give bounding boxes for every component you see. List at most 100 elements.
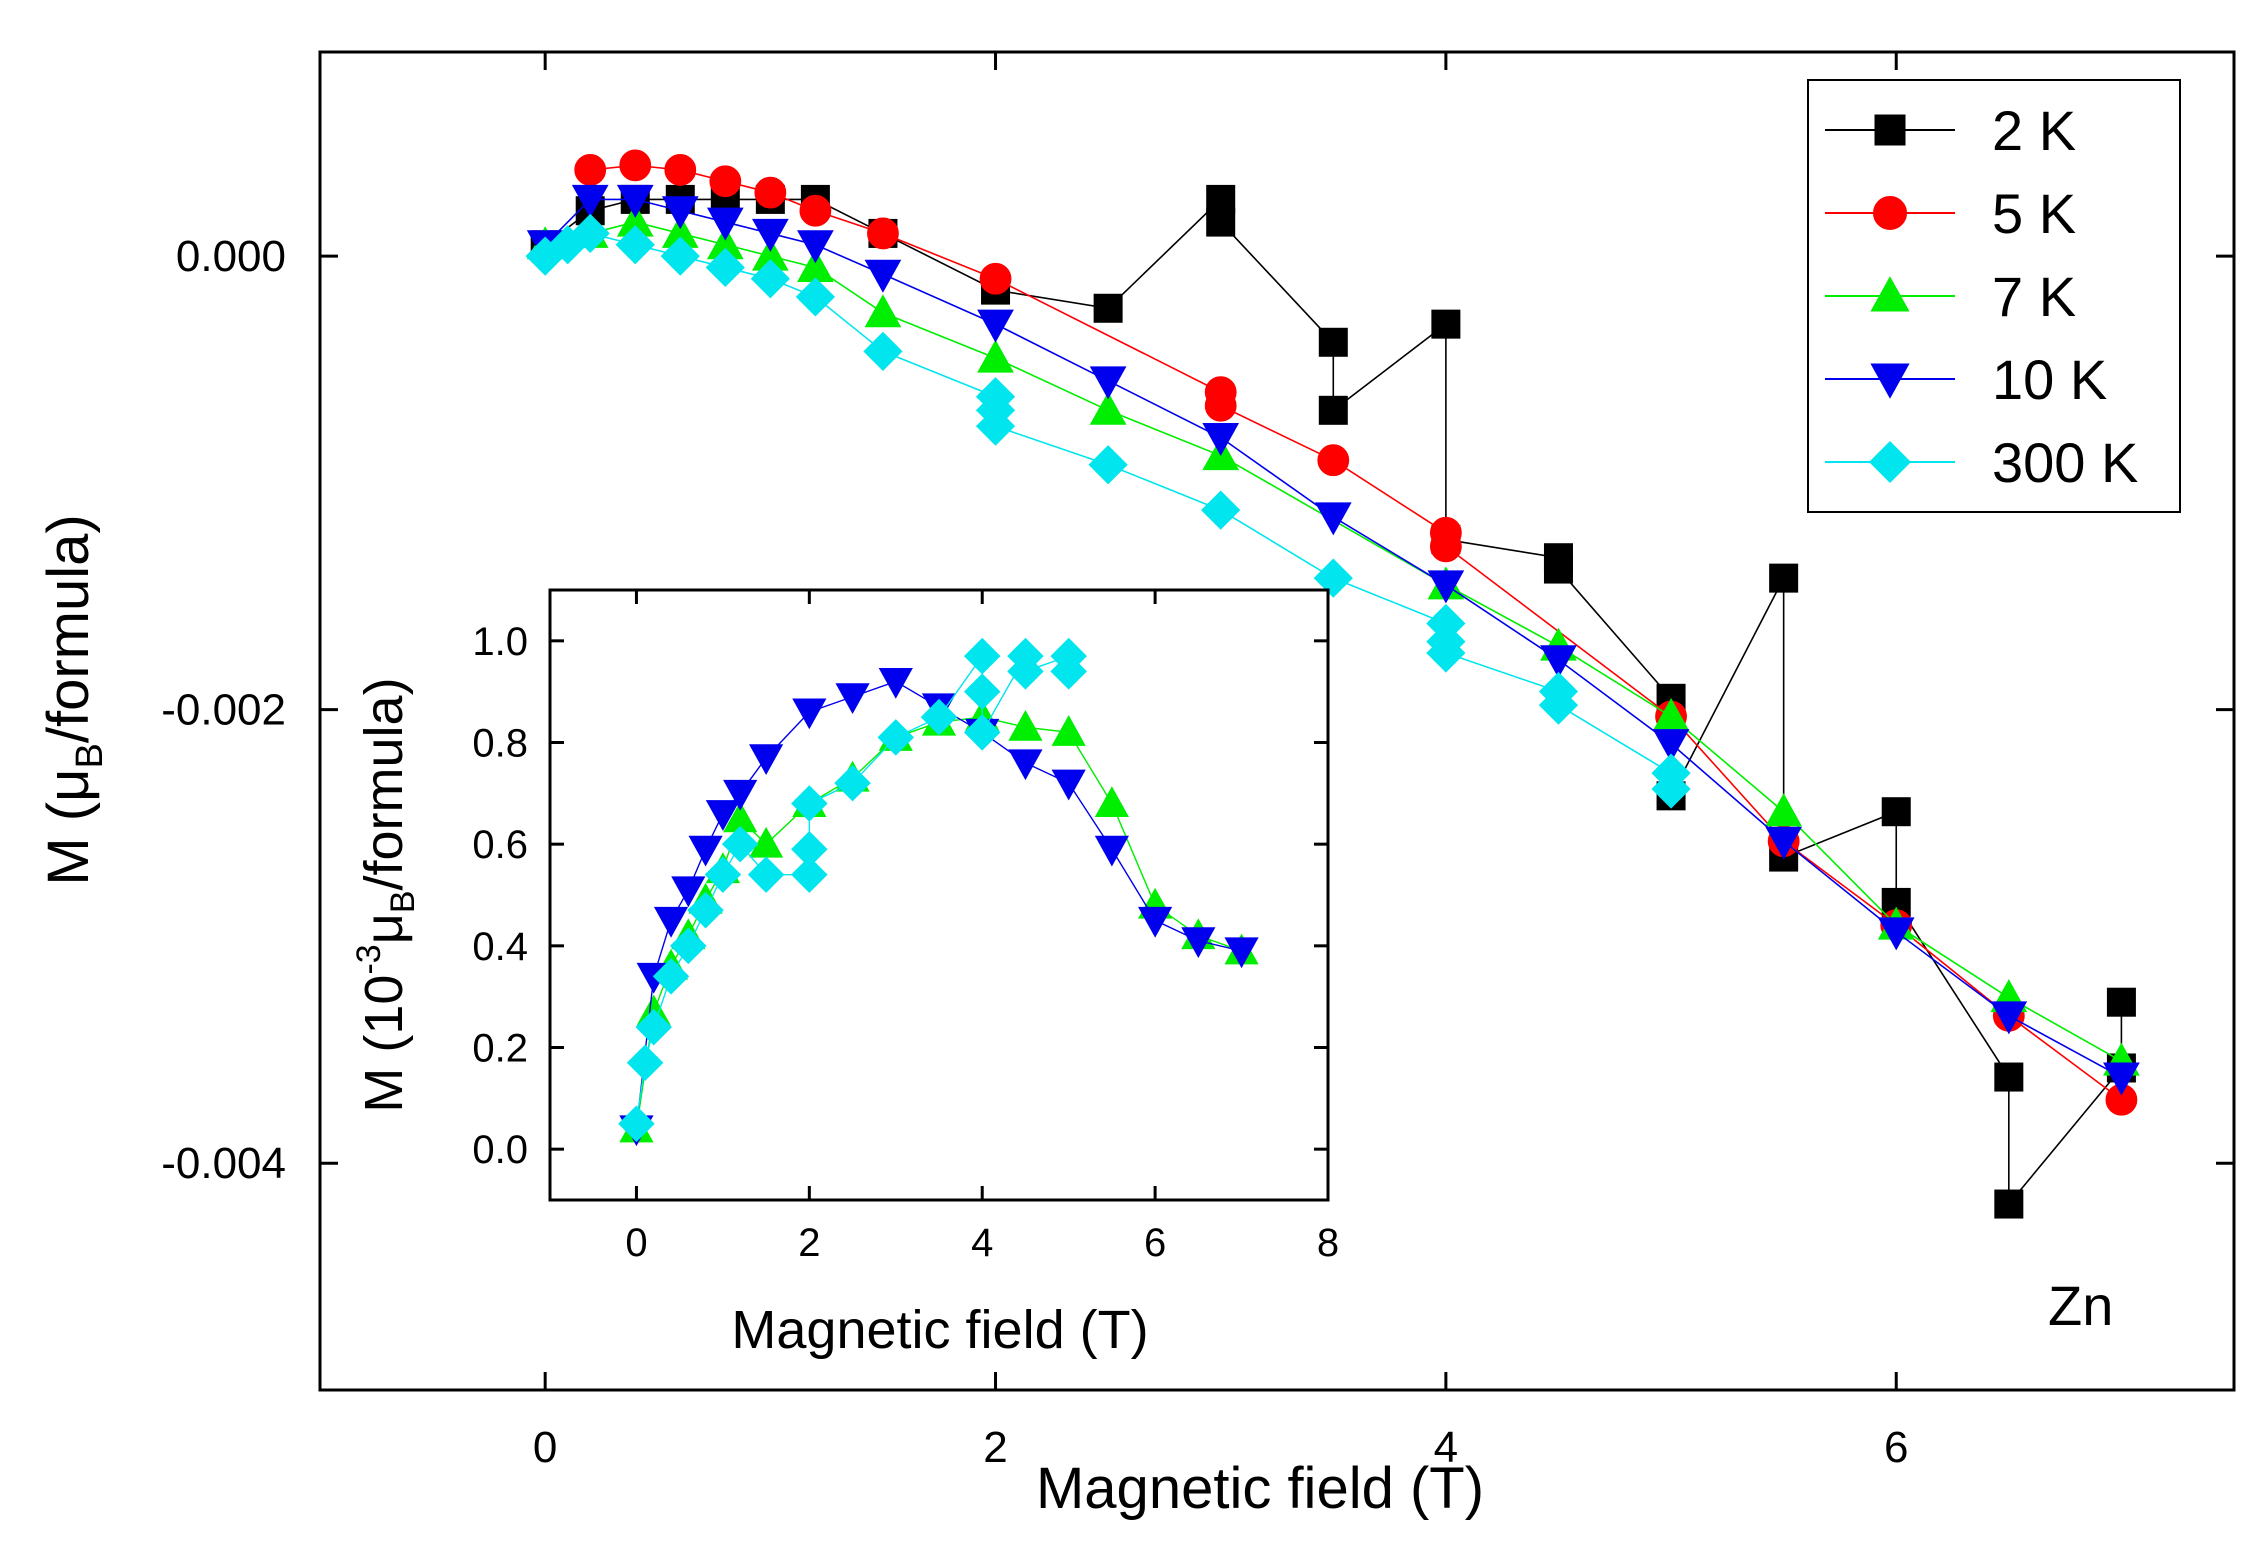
main-point-300-k	[750, 259, 790, 299]
legend-label-300-k: 300 K	[1992, 431, 2138, 494]
main-point-300-k	[615, 225, 655, 265]
main-point-5-k	[574, 154, 607, 186]
inset-point-10-k	[1181, 927, 1216, 959]
main-point-7-k	[1089, 391, 1127, 425]
inset-point-300-k	[791, 856, 828, 893]
main-point-2-k	[1881, 797, 1911, 827]
main-point-300-k	[1201, 490, 1241, 530]
inset-point-300-k	[963, 714, 1001, 751]
inset-y-tick-label: 0.2	[472, 1027, 528, 1071]
main-point-300-k	[1313, 558, 1353, 598]
main-point-10-k	[797, 230, 834, 264]
inset-point-300-k	[670, 927, 707, 965]
legend-marker-300-k	[1869, 441, 1911, 483]
inset-y-label-sub: B	[384, 890, 422, 913]
main-point-7-k	[864, 294, 902, 328]
legend-label-7-k: 7 K	[1992, 265, 2076, 328]
inset-point-10-k	[792, 698, 827, 730]
main-point-300-k	[660, 236, 700, 276]
main-point-2-k	[1881, 887, 1911, 917]
main-series	[525, 149, 2140, 1219]
inset-y-tick-label: 0.6	[472, 823, 528, 867]
main-x-tick-label: 0	[533, 1423, 557, 1472]
main-x-tick-label: 4	[1434, 1423, 1458, 1472]
inset-y-label-sup: -3	[350, 944, 388, 974]
inset-point-300-k	[791, 785, 828, 822]
main-point-10-k	[661, 196, 699, 230]
inset-point-7-k	[1008, 709, 1043, 741]
inset-plot-frame	[548, 588, 1330, 1202]
inset-point-10-k	[688, 835, 723, 867]
main-point-2-k	[1994, 1189, 2024, 1219]
inset-point-300-k	[652, 958, 690, 995]
inset-point-300-k	[920, 698, 958, 736]
inset-point-10-k	[749, 744, 784, 776]
inset-y-label-mu: μ	[354, 913, 414, 944]
main-point-300-k	[570, 213, 610, 254]
inset-point-10-k	[878, 668, 913, 699]
main-point-300-k	[705, 247, 745, 288]
main-point-2-k	[1318, 327, 1348, 357]
main-point-5-k	[754, 176, 787, 209]
inset-point-300-k	[834, 764, 871, 802]
inset-y-tick-label: 1.0	[472, 620, 528, 664]
inset-plot: 0 2 4 6 8 0.0 0.2 0.4 0.6 0.8 1.0 Magnetic field (…	[350, 588, 1339, 1360]
main-point-10-k	[571, 184, 609, 218]
inset-point-7-k	[1094, 786, 1129, 817]
inset-x-tick-label: 4	[971, 1221, 993, 1265]
main-point-10-k	[2103, 1062, 2140, 1096]
main-point-300-k	[1426, 633, 1466, 673]
main-point-2-k	[1769, 563, 1799, 593]
legend-marker-10-k	[1870, 363, 1910, 399]
inset-y-label-main: M (10	[354, 975, 414, 1113]
legend-marker-5-k	[1873, 196, 1907, 230]
inset-point-10-k	[1138, 906, 1173, 938]
inset-point-10-k	[723, 779, 758, 811]
sample-annotation: Zn	[2048, 1274, 2113, 1337]
main-point-10-k	[1089, 366, 1127, 400]
inset-point-300-k	[721, 825, 759, 863]
inset-y-tick-label: 0.8	[472, 722, 528, 766]
main-point-2-k	[1994, 1062, 2024, 1092]
main-point-10-k	[1765, 826, 1802, 860]
inset-point-10-k	[1094, 835, 1129, 867]
inset-point-10-k	[1224, 937, 1259, 969]
inset-x-axis-label: Magnetic field (T)	[731, 1300, 1148, 1360]
inset-x-tick-label: 6	[1144, 1221, 1166, 1265]
main-point-10-k	[1652, 729, 1690, 763]
main-point-300-k	[863, 331, 903, 371]
main-plot-frame	[318, 50, 2236, 1392]
inset-point-300-k	[747, 856, 785, 893]
inset-y-tick-label: 0.4	[472, 925, 528, 969]
inset-point-300-k	[1050, 653, 1087, 690]
main-y-label-sub: B	[69, 743, 111, 768]
legend-marker-2-k	[1874, 114, 1906, 146]
legend-label-5-k: 5 K	[1992, 182, 2076, 245]
inset-point-300-k	[626, 1044, 664, 1082]
main-point-300-k	[1651, 769, 1691, 809]
main-point-10-k	[1202, 423, 1240, 457]
inset-x-tick-label: 0	[625, 1221, 647, 1265]
main-point-10-k	[977, 309, 1014, 343]
main-y-label-main: M (μ	[36, 769, 101, 886]
main-point-5-k	[1317, 444, 1350, 477]
main-series-line-2-k	[544, 197, 2123, 1207]
inset-point-300-k	[791, 830, 828, 868]
main-axes: 0 2 4 6 0.000 -0.002 -0.004	[161, 52, 2234, 1472]
main-point-5-k	[1204, 389, 1237, 422]
legend-marker-7-k	[1870, 276, 1910, 312]
inset-point-10-k	[653, 906, 689, 938]
inset-point-10-k	[835, 683, 870, 715]
main-point-10-k	[1990, 1001, 2028, 1035]
inset-point-300-k	[687, 891, 724, 929]
main-point-5-k	[664, 154, 697, 186]
inset-x-tick-label: 8	[1317, 1221, 1339, 1265]
main-point-7-k	[1765, 793, 1802, 827]
main-point-2-k	[1206, 207, 1236, 237]
main-point-300-k	[795, 277, 835, 317]
main-y-tick-label: 0.000	[176, 232, 286, 281]
main-point-10-k	[752, 218, 789, 252]
main-point-2-k	[2106, 987, 2136, 1017]
main-x-axis-label: Magnetic field (T)	[1036, 1456, 1484, 1521]
